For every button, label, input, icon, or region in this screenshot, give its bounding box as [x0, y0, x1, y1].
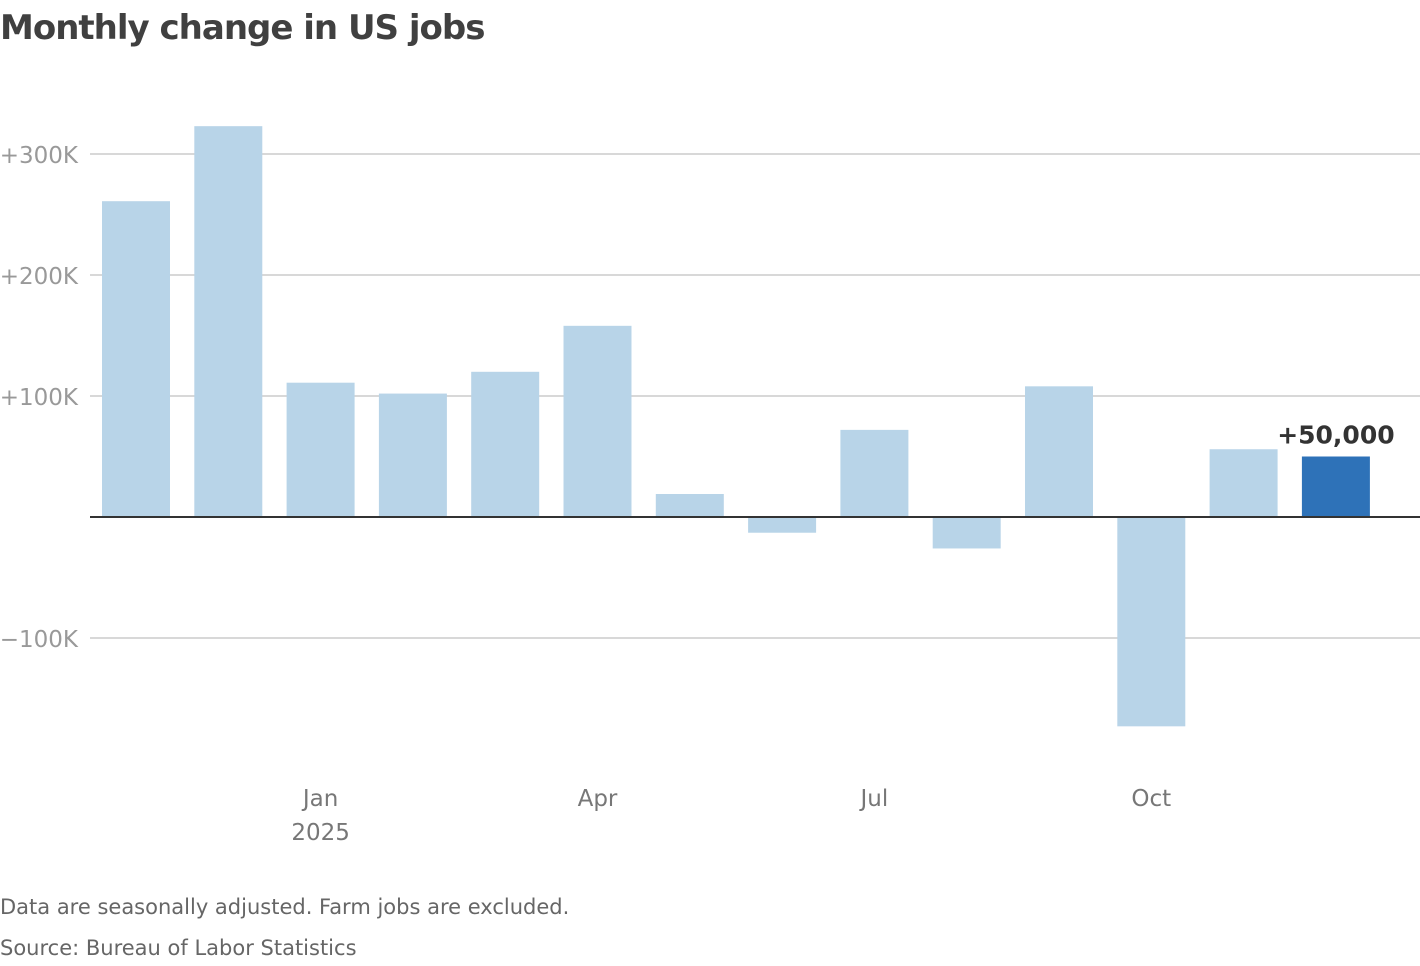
x-tick-label: Oct: [1131, 786, 1171, 812]
y-tick-label: +300K: [0, 143, 79, 169]
y-tick-label: +200K: [0, 264, 79, 290]
bar: [1209, 449, 1278, 517]
x-tick-label: Apr: [578, 786, 618, 812]
bar: [194, 126, 263, 518]
bar: [563, 325, 632, 517]
bar-annotation: +50,000: [1277, 421, 1394, 450]
y-tick-label: +100K: [0, 385, 79, 411]
x-tick-year-label: 2025: [291, 820, 350, 846]
bar: [655, 494, 724, 517]
source-note: Source: Bureau of Labor Statistics: [0, 936, 357, 960]
x-tick-label: Jan: [301, 786, 338, 812]
x-tick-label: Jul: [859, 786, 889, 812]
bar: [1117, 517, 1186, 727]
footnote: Data are seasonally adjusted. Farm jobs …: [0, 895, 570, 919]
bar: [932, 517, 1001, 549]
bar: [1301, 456, 1370, 517]
y-tick-label: −100K: [0, 627, 79, 653]
bar-chart: +300K +200K +100K −100K +50,000 Jan 2025 Apr Jul…: [0, 126, 1420, 846]
bar: [102, 201, 170, 517]
bar: [1025, 386, 1093, 517]
bar: [840, 429, 909, 517]
bar: [286, 382, 355, 517]
bar: [378, 393, 447, 517]
bar: [471, 371, 540, 517]
bar: [748, 517, 817, 533]
chart-title: Monthly change in US jobs: [0, 8, 485, 48]
